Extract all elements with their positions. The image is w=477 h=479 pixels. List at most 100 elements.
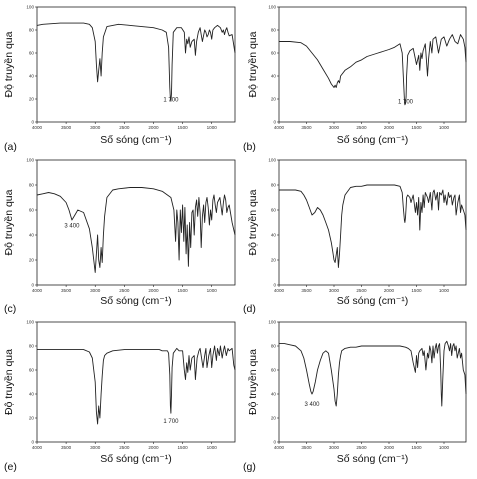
y-tick-label: 80: [271, 344, 277, 349]
x-tick-label: 1000: [207, 445, 218, 450]
y-tick-label: 40: [271, 233, 277, 238]
x-tick-label: 1500: [177, 288, 188, 293]
y-tick-label: 60: [271, 368, 277, 373]
panel-label: (g): [243, 461, 256, 473]
y-tick-label: 80: [271, 183, 277, 188]
x-tick-label: 3000: [329, 445, 340, 450]
y-tick-label: 40: [271, 74, 277, 79]
y-tick-label: 60: [29, 51, 35, 56]
y-tick-label: 40: [29, 74, 35, 79]
y-tick-label: 40: [29, 233, 35, 238]
y-tick-label: 80: [29, 344, 35, 349]
x-tick-label: 1000: [439, 125, 450, 130]
y-tick-label: 40: [271, 392, 277, 397]
x-tick-label: 3000: [90, 288, 101, 293]
panel-label: (a): [4, 141, 17, 153]
y-tick-label: 100: [26, 158, 34, 163]
y-tick-label: 40: [29, 392, 35, 397]
x-tick-label: 3000: [329, 288, 340, 293]
x-tick-label: 2500: [356, 288, 367, 293]
x-tick-label: 1500: [411, 125, 422, 130]
x-tick-label: 3500: [61, 288, 72, 293]
y-tick-label: 100: [268, 320, 276, 325]
plot-frame: [278, 6, 467, 123]
y-tick-label: 20: [29, 416, 35, 421]
y-axis-label: Độ truyền qua: [247, 189, 259, 255]
plot-frame: [278, 321, 467, 443]
x-tick-label: 1500: [411, 288, 422, 293]
x-tick-label: 3500: [61, 125, 72, 130]
y-axis-label: Độ truyền qua: [3, 31, 15, 97]
y-tick-label: 0: [273, 440, 276, 445]
x-tick-label: 2000: [384, 125, 395, 130]
x-tick-label: 2500: [119, 288, 130, 293]
y-tick-label: 100: [26, 5, 34, 10]
spectrum-panel-2: 0 20 40 60 80 100 4000 3500 3000 2500 2000 1500 1000…: [243, 5, 467, 153]
x-tick-label: 1000: [207, 125, 218, 130]
plot-frame: [36, 321, 236, 443]
peak-annotation: 1 700: [398, 100, 414, 106]
x-tick-label: 2000: [148, 288, 159, 293]
x-axis-label: Số sóng (cm⁻¹): [337, 453, 408, 465]
x-tick-label: 1500: [411, 445, 422, 450]
peak-annotation: 1 700: [163, 97, 179, 103]
y-tick-label: 0: [273, 120, 276, 125]
x-tick-label: 4000: [32, 445, 43, 450]
x-tick-label: 4000: [274, 125, 285, 130]
x-tick-label: 4000: [274, 445, 285, 450]
y-tick-label: 60: [271, 51, 277, 56]
x-axis-label: Số sóng (cm⁻¹): [100, 453, 171, 465]
x-tick-label: 2000: [384, 445, 395, 450]
x-tick-label: 3000: [90, 125, 101, 130]
peak-annotation: 1 700: [163, 419, 179, 425]
x-tick-label: 4000: [32, 288, 43, 293]
y-axis-label: Độ truyền qua: [247, 31, 259, 97]
spectrum-panel-5: 0 20 40 60 80 100 4000 3500 3000 2500 2000 1500 1000…: [3, 320, 236, 473]
x-tick-label: 1000: [439, 288, 450, 293]
y-tick-label: 80: [271, 28, 277, 33]
y-tick-label: 20: [271, 258, 277, 263]
y-tick-label: 0: [273, 283, 276, 288]
y-tick-label: 100: [26, 320, 34, 325]
x-tick-label: 1000: [439, 445, 450, 450]
x-tick-label: 3500: [301, 125, 312, 130]
x-tick-label: 3000: [90, 445, 101, 450]
plot-frame: [278, 159, 467, 286]
y-tick-label: 60: [29, 368, 35, 373]
y-tick-label: 80: [29, 28, 35, 33]
y-tick-label: 0: [31, 120, 34, 125]
spectrum-line: [279, 340, 467, 407]
spectrum-line: [37, 345, 236, 425]
spectrum-line: [279, 184, 467, 268]
x-tick-label: 2500: [119, 445, 130, 450]
spectrum-panel-4: 0 20 40 60 80 100 4000 3500 3000 2500 2000 1500 1000…: [243, 158, 467, 315]
y-tick-label: 0: [31, 440, 34, 445]
y-tick-label: 60: [29, 208, 35, 213]
y-tick-label: 20: [29, 258, 35, 263]
y-tick-label: 100: [268, 158, 276, 163]
x-axis-label: Số sóng (cm⁻¹): [337, 295, 408, 307]
x-tick-label: 1500: [177, 445, 188, 450]
x-tick-label: 3000: [329, 125, 340, 130]
x-tick-label: 1500: [177, 125, 188, 130]
x-tick-label: 2000: [148, 125, 159, 130]
spectrum-panel-6: 0 20 40 60 80 100 4000 3500 3000 2500 2000 1500 1000…: [243, 320, 467, 473]
x-tick-label: 3500: [61, 445, 72, 450]
y-tick-label: 20: [29, 97, 35, 102]
x-axis-label: Số sóng (cm⁻¹): [100, 295, 171, 307]
y-axis-label: Độ truyền qua: [3, 189, 15, 255]
panel-label: (b): [243, 141, 256, 153]
x-tick-label: 1000: [207, 288, 218, 293]
y-tick-label: 60: [271, 208, 277, 213]
plot-frame: [36, 159, 236, 286]
y-tick-label: 80: [29, 183, 35, 188]
x-tick-label: 4000: [274, 288, 285, 293]
x-tick-label: 2500: [356, 125, 367, 130]
spectrum-panel-1: 0 20 40 60 80 100 4000 3500 3000 2500 2000 1500 1000…: [3, 5, 236, 153]
spectrum-line: [279, 34, 467, 106]
x-axis-label: Số sóng (cm⁻¹): [100, 134, 171, 146]
x-tick-label: 2000: [384, 288, 395, 293]
x-tick-label: 2000: [148, 445, 159, 450]
spectrum-panel-3: 0 20 40 60 80 100 4000 3500 3000 2500 2000 1500 1000…: [3, 158, 236, 315]
